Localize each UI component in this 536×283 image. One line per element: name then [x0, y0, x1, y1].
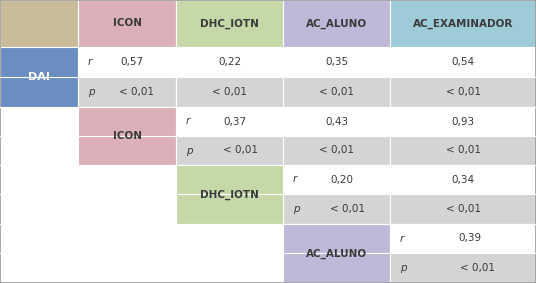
Bar: [390, 165, 536, 194]
Text: 0,57: 0,57: [121, 57, 144, 67]
Bar: [176, 107, 283, 136]
Bar: [0, 194, 78, 224]
Bar: [283, 194, 390, 224]
Text: ICON: ICON: [113, 131, 142, 141]
Text: p: p: [293, 204, 300, 214]
Bar: [283, 165, 390, 194]
Text: 0,22: 0,22: [218, 57, 241, 67]
Text: 0,39: 0,39: [459, 233, 482, 243]
Text: 0,93: 0,93: [451, 117, 474, 127]
Text: 0,35: 0,35: [325, 57, 348, 67]
Bar: [78, 77, 176, 107]
Bar: [390, 47, 536, 77]
Bar: [78, 165, 176, 194]
Text: r: r: [88, 57, 92, 67]
Bar: [78, 194, 176, 224]
Text: r: r: [186, 117, 190, 127]
Text: 0,37: 0,37: [224, 117, 247, 127]
Text: 0,54: 0,54: [451, 57, 474, 67]
Text: ICON: ICON: [113, 18, 142, 29]
Bar: [0, 136, 78, 165]
Text: < 0,01: < 0,01: [460, 263, 495, 273]
Bar: [283, 77, 390, 107]
Bar: [283, 136, 390, 165]
Text: 0,43: 0,43: [325, 117, 348, 127]
Text: DAI: DAI: [28, 72, 50, 82]
Text: < 0,01: < 0,01: [319, 145, 354, 155]
Bar: [0, 253, 78, 283]
Text: DHC_IOTN: DHC_IOTN: [200, 18, 259, 29]
Bar: [176, 224, 283, 253]
Text: r: r: [293, 175, 297, 185]
Bar: [283, 107, 390, 136]
Bar: [390, 194, 536, 224]
Bar: [390, 107, 536, 136]
Bar: [390, 253, 536, 283]
Bar: [176, 77, 283, 107]
Bar: [0, 224, 78, 253]
Bar: [0, 165, 78, 194]
Bar: [390, 77, 536, 107]
Bar: [283, 47, 390, 77]
Bar: [0, 107, 78, 136]
Bar: [176, 47, 283, 77]
Bar: [0, 0, 78, 47]
Text: < 0,01: < 0,01: [319, 87, 354, 97]
Bar: [0, 47, 78, 107]
Bar: [78, 253, 176, 283]
Text: AC_ALUNO: AC_ALUNO: [306, 248, 367, 259]
Text: 0,34: 0,34: [451, 175, 474, 185]
Text: < 0,01: < 0,01: [445, 204, 480, 214]
Text: p: p: [88, 87, 95, 97]
Bar: [78, 0, 176, 47]
Text: p: p: [400, 263, 407, 273]
Text: AC_ALUNO: AC_ALUNO: [306, 18, 367, 29]
Bar: [176, 0, 283, 47]
Text: < 0,01: < 0,01: [330, 204, 364, 214]
Text: DHC_IOTN: DHC_IOTN: [200, 189, 259, 200]
Bar: [390, 0, 536, 47]
Text: < 0,01: < 0,01: [212, 87, 247, 97]
Bar: [78, 224, 176, 253]
Text: < 0,01: < 0,01: [120, 87, 154, 97]
Text: r: r: [400, 233, 404, 243]
Text: AC_EXAMINADOR: AC_EXAMINADOR: [413, 18, 513, 29]
Text: < 0,01: < 0,01: [222, 145, 258, 155]
Bar: [283, 0, 390, 47]
Bar: [390, 224, 536, 253]
Text: < 0,01: < 0,01: [445, 145, 480, 155]
Text: 0,20: 0,20: [330, 175, 353, 185]
Bar: [390, 136, 536, 165]
Text: p: p: [186, 145, 192, 155]
Bar: [176, 253, 283, 283]
Bar: [176, 165, 283, 224]
Bar: [283, 224, 390, 283]
Text: < 0,01: < 0,01: [445, 87, 480, 97]
Bar: [176, 136, 283, 165]
Bar: [78, 107, 176, 165]
Bar: [78, 47, 176, 77]
